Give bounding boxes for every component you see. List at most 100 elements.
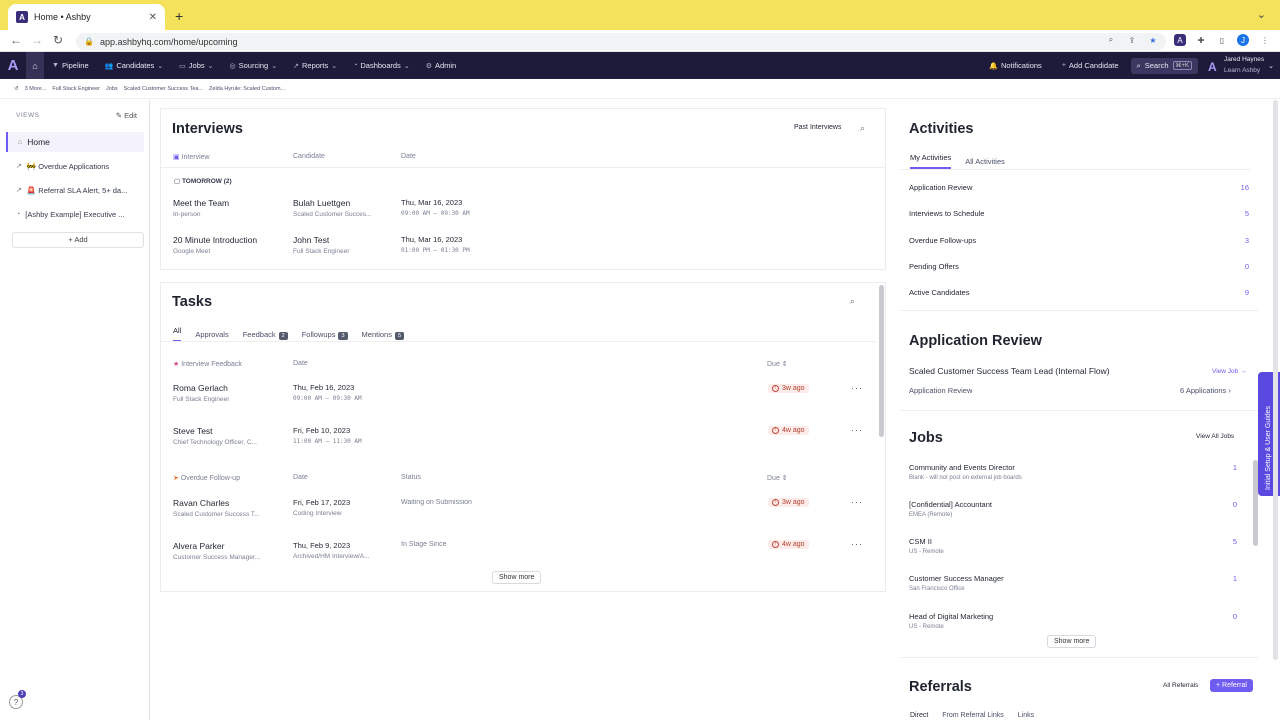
global-search-button[interactable]: ⌕ Search ⌘+K	[1130, 57, 1199, 74]
breadcrumb-item[interactable]: Full Stack Engineer	[52, 85, 101, 92]
profile-avatar-icon[interactable]: J	[1237, 34, 1249, 46]
activity-row[interactable]: Overdue Follow-ups 3	[909, 236, 1249, 245]
add-view-button[interactable]: + Add	[12, 232, 144, 248]
home-nav-icon[interactable]: ⌂	[26, 52, 44, 79]
job-row[interactable]: [Confidential] Accountant EMEA (Remote) 0	[909, 500, 1249, 518]
tab-my-activities[interactable]: My Activities	[910, 153, 952, 169]
zoom-icon[interactable]: ⌕	[1108, 35, 1114, 44]
tab-from-referral-links[interactable]: From Referral Links	[942, 712, 1004, 719]
nav-candidates[interactable]: 👥 Candidates ⌄	[97, 61, 172, 70]
job-row[interactable]: CSM II US - Remote 5	[909, 537, 1249, 555]
candidate-name[interactable]: Alvera Parker	[173, 541, 225, 551]
view-all-jobs-link[interactable]: View All Jobs	[1196, 433, 1235, 440]
candidate-name[interactable]: Roma Gerlach	[173, 383, 228, 393]
extensions-puzzle-icon[interactable]: ✚	[1197, 35, 1205, 45]
new-tab-icon[interactable]: +	[175, 8, 184, 24]
more-options-icon[interactable]: ···	[851, 497, 863, 507]
due-col-header[interactable]: Due ⇕	[767, 474, 788, 482]
share-icon[interactable]: ⇪	[1128, 35, 1136, 45]
candidate-name[interactable]: Bulah Luettgen	[293, 198, 351, 208]
tab-feedback[interactable]: Feedback 2	[243, 330, 288, 340]
history-icon[interactable]: ↺	[14, 85, 19, 92]
back-icon[interactable]: ←	[10, 33, 22, 47]
nav-reports[interactable]: ↗ Reports ⌄	[285, 61, 345, 70]
applications-count[interactable]: 6 Applications ›	[1180, 386, 1231, 395]
due-col-header[interactable]: Due ⇕	[767, 360, 788, 368]
interview-title[interactable]: Meet the Team	[173, 198, 230, 208]
tab-mentions[interactable]: Mentions 5	[362, 330, 405, 340]
sidepanel-icon[interactable]: ▯	[1219, 35, 1225, 45]
tab-followups[interactable]: Followups 3	[302, 330, 348, 340]
nav-sourcing[interactable]: ◎ Sourcing ⌄	[222, 61, 286, 70]
browser-menu-icon[interactable]: ⋮	[1261, 35, 1269, 45]
view-job-link[interactable]: View Job →	[1212, 368, 1247, 375]
more-options-icon[interactable]: ···	[851, 539, 863, 549]
breadcrumb-item[interactable]: Jobs	[106, 85, 118, 92]
job-row[interactable]: Community and Events Director Blank - wil…	[909, 463, 1249, 481]
show-more-jobs-button[interactable]: Show more	[1047, 635, 1097, 648]
close-tab-icon[interactable]: ✕	[148, 11, 157, 23]
tab-direct[interactable]: Direct	[910, 712, 929, 719]
more-options-icon[interactable]: ···	[851, 425, 863, 435]
browser-tab[interactable]: A Home • Ashby ✕	[8, 4, 165, 30]
add-referral-button[interactable]: + Referral	[1210, 679, 1253, 692]
tab-all-activities[interactable]: All Activities	[965, 156, 1005, 166]
sidebar-item-home[interactable]: ⌂ Home	[6, 132, 144, 152]
overdue-badge: ! 3w ago	[768, 498, 809, 507]
jobs-scrollbar[interactable]	[1253, 460, 1258, 546]
search-icon[interactable]: ⌕	[850, 296, 856, 306]
activity-row[interactable]: Pending Offers 0	[909, 262, 1249, 271]
url-field[interactable]: 🔒 app.ashbyhq.com/home/upcoming	[76, 33, 1166, 50]
past-interviews-link[interactable]: Past Interviews	[794, 124, 842, 131]
job-location: EMEA (Remote)	[909, 512, 953, 518]
task-time: 09:00 AM — 09:30 AM	[293, 395, 362, 402]
reload-icon[interactable]: ↻	[53, 33, 64, 47]
activity-row[interactable]: Interviews to Schedule 5	[909, 209, 1249, 218]
forward-icon[interactable]: →	[31, 33, 43, 47]
add-candidate-label: Add Candidate	[1068, 61, 1119, 70]
ashby-logo-icon[interactable]: A	[7, 57, 19, 74]
nav-dashboards[interactable]: ◔ Dashboards ⌄	[345, 61, 418, 70]
candidate-name[interactable]: Steve Test	[173, 426, 213, 436]
sidebar-item-referral-sla[interactable]: ↗ 🚨 Referral SLA Alert, 5+ da...	[6, 180, 144, 200]
activity-count: 3	[1244, 236, 1249, 245]
help-icon[interactable]: ? 3	[9, 690, 26, 709]
show-more-tasks-button[interactable]: Show more	[492, 571, 542, 584]
send-icon: ➤	[173, 475, 179, 482]
add-candidate-button[interactable]: + Add Candidate	[1054, 61, 1127, 70]
tab-links[interactable]: Links	[1017, 712, 1035, 719]
page-scrollbar[interactable]	[1273, 100, 1278, 660]
breadcrumb-item[interactable]: Scaled Customer Success Tea...	[123, 85, 204, 92]
activity-row[interactable]: Application Review 16	[909, 183, 1249, 192]
edit-views-button[interactable]: ✎ Edit	[115, 111, 137, 120]
job-row[interactable]: Head of Digital Marketing US - Remote 0	[909, 612, 1249, 630]
all-referrals-link[interactable]: All Referrals	[1163, 682, 1199, 689]
candidate-name[interactable]: John Test	[293, 235, 330, 245]
candidate-role: Full Stack Engineer	[173, 396, 230, 403]
interview-title[interactable]: 20 Minute Introduction	[173, 235, 258, 245]
breadcrumb-item[interactable]: Zelda Hyrule: Scaled Custom...	[209, 85, 286, 92]
user-menu[interactable]: A Jared Haynes Learn Ashby ⌄	[1208, 56, 1274, 75]
task-date: Fri, Feb 10, 2023	[293, 426, 351, 435]
nav-admin[interactable]: ⚙ Admin	[418, 61, 465, 70]
count-badge: 5	[394, 331, 405, 340]
candidate-name[interactable]: Ravan Charles	[173, 498, 230, 508]
review-job-title[interactable]: Scaled Customer Success Team Lead (Inter…	[909, 366, 1110, 376]
overdue-badge: ! 4w ago	[768, 426, 809, 435]
nav-pipeline[interactable]: ▼ Pipeline	[44, 61, 97, 70]
activity-row[interactable]: Active Candidates 9	[909, 288, 1249, 297]
sidebar-item-overdue-applications[interactable]: ↗ 🚧 Overdue Applications	[6, 156, 144, 176]
search-icon[interactable]: ⌕	[860, 123, 866, 133]
bookmark-star-icon[interactable]: ★	[1149, 35, 1157, 45]
more-options-icon[interactable]: ···	[851, 383, 863, 393]
sidebar-item-executive[interactable]: ◔ [Ashby Example] Executive ...	[6, 204, 144, 224]
window-menu-icon[interactable]: ⌄	[1256, 9, 1266, 21]
nav-jobs[interactable]: ▭ Jobs ⌄	[171, 61, 221, 70]
tasks-scrollbar[interactable]	[879, 285, 884, 437]
job-row[interactable]: Customer Success Manager San Francisco Of…	[909, 574, 1249, 592]
ashby-extension-icon[interactable]: A	[1174, 34, 1186, 46]
breadcrumb-item[interactable]: 3 More...	[24, 85, 47, 92]
notifications-button[interactable]: 🔔 Notifications	[981, 61, 1050, 70]
tab-all[interactable]: All	[173, 326, 182, 342]
tab-approvals[interactable]: Approvals	[195, 329, 229, 339]
